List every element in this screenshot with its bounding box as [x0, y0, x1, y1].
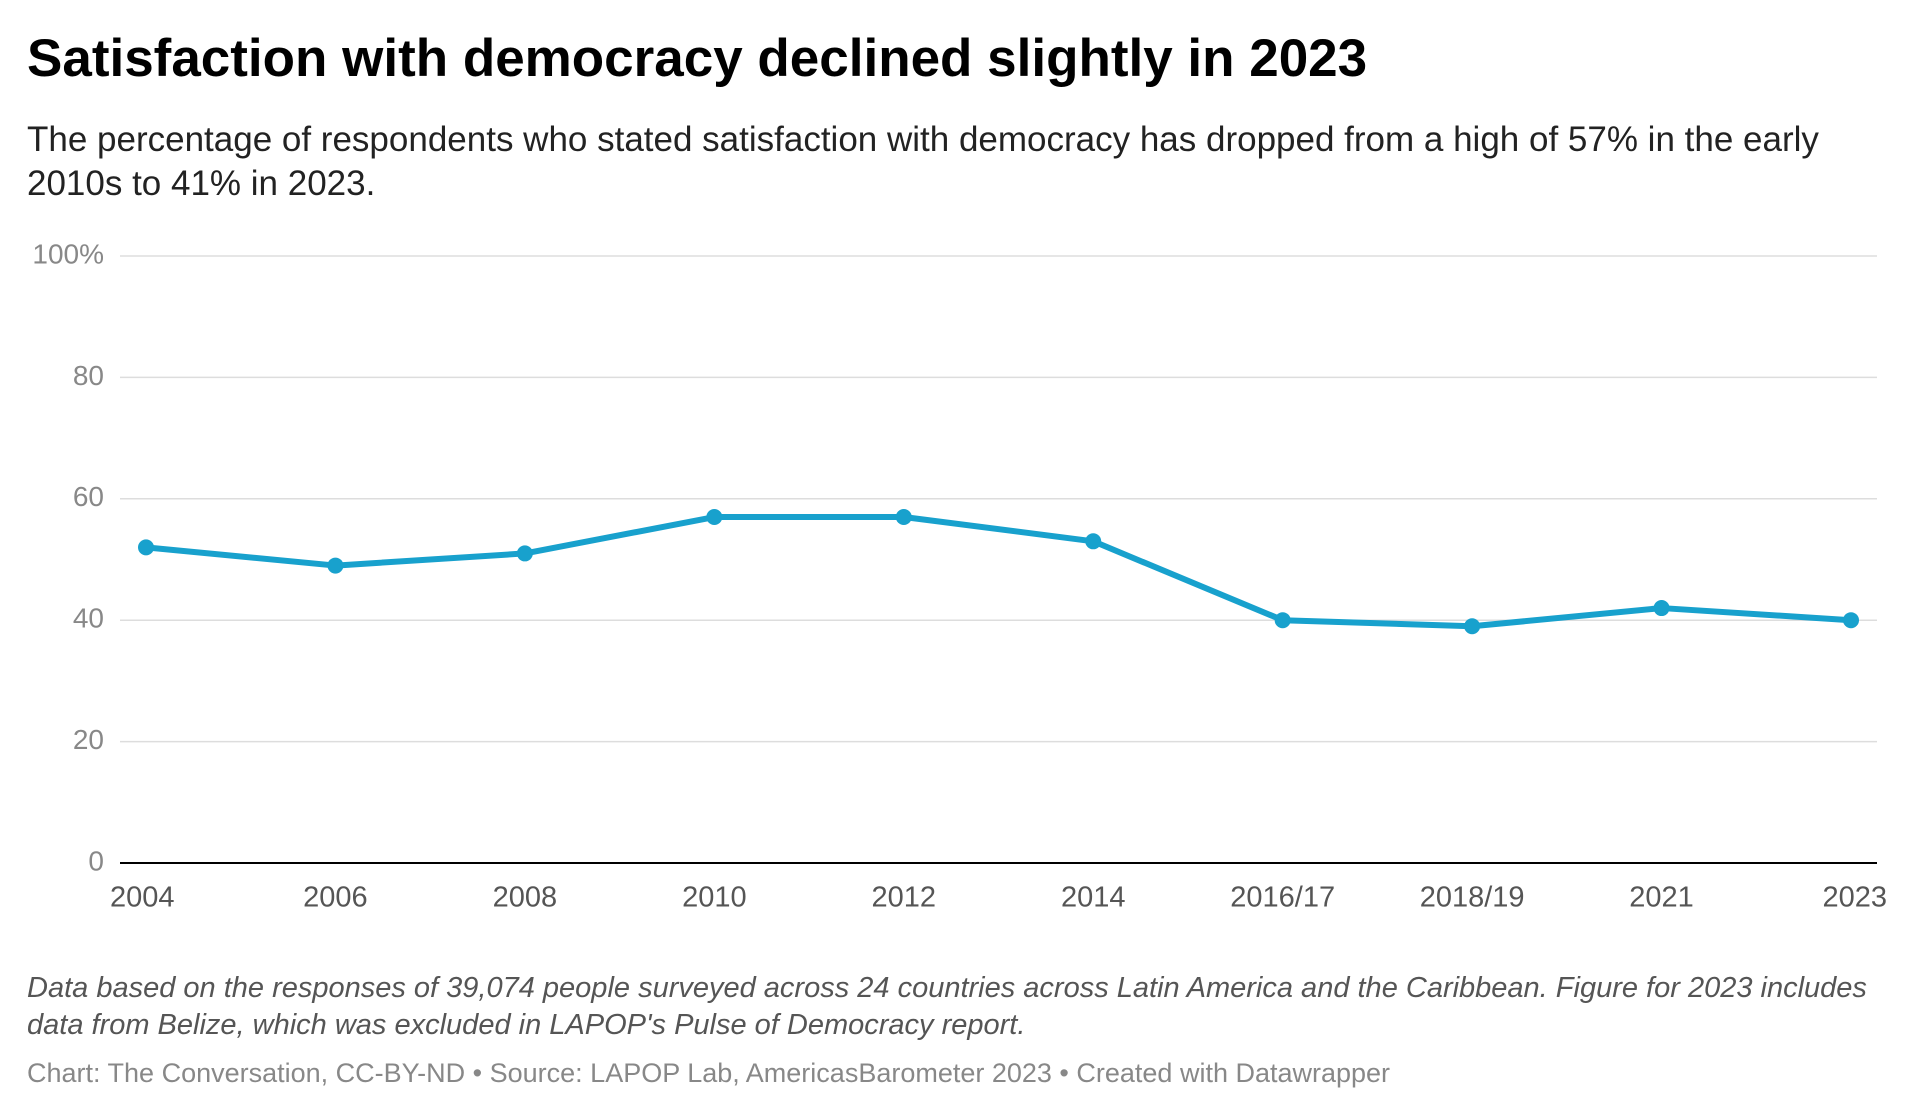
chart-subtitle: The percentage of respondents who stated… — [27, 120, 1819, 203]
point — [516, 545, 533, 562]
y-tick-label: 100% — [32, 238, 104, 269]
point — [895, 509, 912, 526]
y-tick-label: 80 — [73, 360, 104, 391]
x-tick-label: 2004 — [110, 882, 175, 914]
point — [138, 539, 154, 556]
chart-credit: Chart: The Conversation, CC-BY-ND • Sour… — [27, 1058, 1391, 1088]
y-tick-label: 60 — [73, 481, 104, 512]
x-tick-label: 2023 — [1822, 882, 1887, 914]
point — [1464, 618, 1481, 635]
y-tick-label: 0 — [88, 845, 104, 876]
chart: 0 20 40 60 80 100% 2004 2006 2008 2010 2012 2014 201… — [32, 238, 1887, 914]
point — [1653, 600, 1670, 617]
point — [1085, 533, 1102, 550]
chart-note: Data based on the responses of 39,074 pe… — [27, 972, 1867, 1041]
y-tick-label: 20 — [73, 724, 104, 755]
y-tick-label: 40 — [73, 603, 104, 634]
point — [706, 509, 723, 526]
line — [145, 514, 1852, 630]
x-tick-label: 2012 — [872, 882, 937, 914]
x-tick-label: 2008 — [493, 882, 558, 914]
x-tick-label: 2018/19 — [1420, 882, 1525, 914]
x-tick-label: 2014 — [1061, 882, 1126, 914]
point — [1274, 612, 1291, 629]
point — [327, 557, 344, 574]
x-tick-label: 2006 — [303, 882, 368, 914]
point — [1843, 612, 1859, 629]
x-tick-label: 2021 — [1629, 882, 1694, 914]
x-tick-label: 2010 — [682, 882, 747, 914]
chart-title: Satisfaction with democracy declined sli… — [27, 29, 1368, 88]
x-tick-label: 2016/17 — [1230, 882, 1335, 914]
